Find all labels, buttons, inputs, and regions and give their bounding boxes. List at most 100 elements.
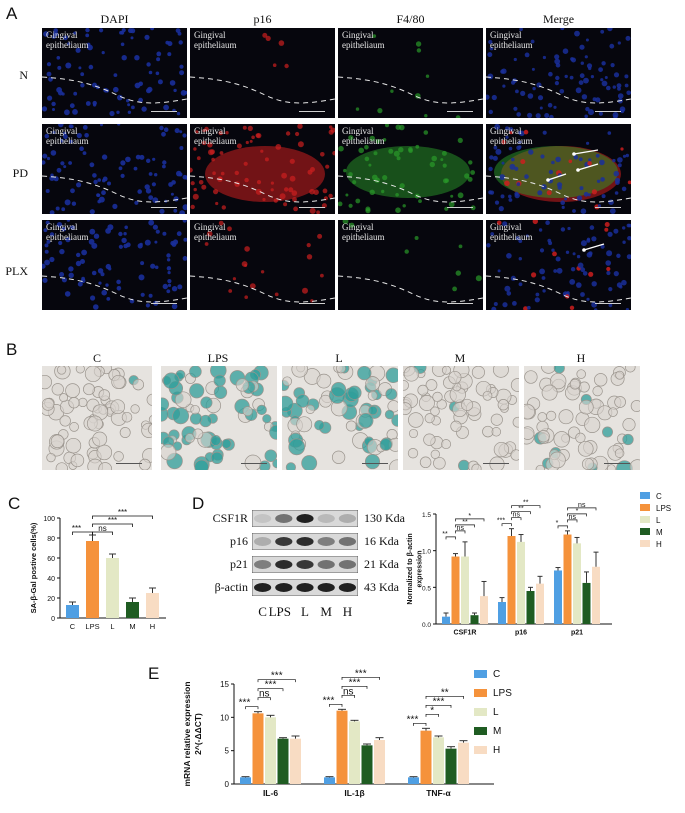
blot-band: [275, 583, 293, 592]
legend-swatch: [474, 670, 487, 678]
significance-bracket: [257, 679, 296, 683]
scale-bar: [299, 207, 325, 208]
blot-size-0: 130 Kda: [364, 511, 405, 525]
blot-band: [254, 583, 272, 592]
blot-band: [296, 560, 314, 569]
blot-lane-4: H: [342, 604, 353, 619]
tile-region-line-2: epitheliaum: [46, 40, 89, 50]
scale-bar: [151, 111, 177, 112]
bar: [442, 616, 450, 624]
col-header-p16: p16: [253, 12, 272, 26]
blot-strip-2: [252, 556, 358, 573]
blot-protein-1: p16: [230, 534, 248, 548]
bar: [536, 583, 544, 624]
bar: [336, 710, 348, 784]
blot-band: [254, 514, 272, 523]
tile-region-label: Gingival epitheliaum: [194, 222, 237, 242]
significance-bracket: [413, 722, 427, 726]
legend-swatch: [640, 516, 650, 523]
tile-region-label: Gingival epitheliaum: [342, 126, 385, 146]
tile-plx-merge: Gingival epitheliaum: [486, 220, 631, 310]
significance-label: **: [441, 687, 449, 698]
bar: [480, 596, 488, 624]
tile-region-line-1: Gingival: [194, 222, 226, 232]
scale-bar: [604, 463, 630, 464]
x-tick-label: IL-1β: [344, 788, 364, 798]
group-header-c: C: [92, 351, 101, 365]
significance-label: ns: [578, 502, 586, 509]
brightfield-m: [403, 366, 519, 470]
brightfield-lps: [161, 366, 277, 470]
brightfield-h: [524, 366, 640, 470]
significance-bracket: [501, 523, 512, 527]
tile-region-line-1: Gingival: [490, 30, 522, 40]
significance-label: *: [468, 513, 471, 520]
significance-label: ***: [265, 680, 277, 691]
significance-bracket: [455, 524, 475, 528]
panel-e-label: E: [148, 664, 160, 683]
blot-strip-1: [252, 533, 358, 550]
legend-label: L: [656, 516, 661, 525]
tile-region-label: Gingival epitheliaum: [490, 126, 533, 146]
y-tick-label: 5: [225, 747, 230, 756]
tile-region-label: Gingival epitheliaum: [194, 126, 237, 146]
significance-label: ***: [72, 524, 81, 533]
significance-bracket: [567, 513, 587, 517]
tile-region-line-2: epitheliaum: [490, 232, 533, 242]
significance-label: **: [442, 531, 448, 538]
tile-n-dapi: Gingival epitheliaum: [42, 28, 187, 118]
blot-band: [317, 560, 335, 569]
panel-b-label: B: [6, 340, 18, 359]
significance-bracket: [425, 704, 452, 708]
blot-band: [254, 537, 272, 546]
tile-n-merge: Gingival epitheliaum: [486, 28, 631, 118]
significance-bracket: [511, 505, 541, 509]
blot-band: [338, 537, 356, 546]
significance-label: ns: [98, 524, 106, 533]
significance-label: *: [556, 520, 559, 527]
significance-label: ***: [108, 516, 117, 525]
significance-label: **: [518, 506, 524, 513]
legend-label: L: [493, 707, 499, 718]
chart-d: 0.0 0.5 1.0 1.5 Normalized to β-actin express…: [407, 492, 671, 637]
x-tick-label: C: [70, 622, 76, 631]
x-tick-label: p21: [571, 630, 583, 637]
blot-size-3: 43 Kda: [364, 580, 399, 594]
scale-bar: [151, 303, 177, 304]
tile-pd-f480: Gingival epitheliaum: [338, 124, 483, 214]
y-axis-label: expression: [417, 551, 424, 588]
legend-swatch: [474, 689, 487, 697]
scale-bar: [151, 207, 177, 208]
scale-bar: [362, 463, 388, 464]
significance-bracket: [455, 518, 485, 522]
group-header-h: H: [576, 351, 586, 365]
legend-swatch: [640, 540, 650, 547]
significance-label: *: [576, 508, 579, 515]
y-axis-label: 2^(-ΔΔCT): [193, 713, 203, 755]
x-tick-label: IL-6: [263, 788, 278, 798]
y-axis-label: Normalized to β-actin: [407, 533, 414, 604]
bar: [290, 738, 301, 784]
significance-label: ***: [271, 671, 283, 682]
x-tick-label: L: [110, 622, 114, 631]
significance-bracket: [245, 706, 259, 710]
significance-label: ns: [457, 525, 465, 532]
significance-bracket: [445, 536, 456, 540]
bar: [252, 713, 264, 784]
blot-strip-0: [252, 510, 358, 527]
tile-region-line-1: Gingival: [342, 30, 374, 40]
significance-bracket: [511, 517, 522, 521]
bar: [573, 543, 581, 624]
scale-bar: [447, 111, 473, 112]
bar: [517, 541, 525, 624]
x-tick-label: p16: [515, 630, 527, 637]
tile-region-line-2: epitheliaum: [490, 136, 533, 146]
tile-region-label: Gingival epitheliaum: [194, 30, 237, 50]
blot-band: [338, 583, 356, 592]
bar: [461, 556, 469, 624]
blot-band: [296, 537, 314, 546]
significance-bracket: [257, 697, 271, 701]
y-tick-label: 60: [47, 556, 55, 563]
significance-label: ***: [349, 677, 361, 688]
significance-bracket: [425, 713, 439, 717]
